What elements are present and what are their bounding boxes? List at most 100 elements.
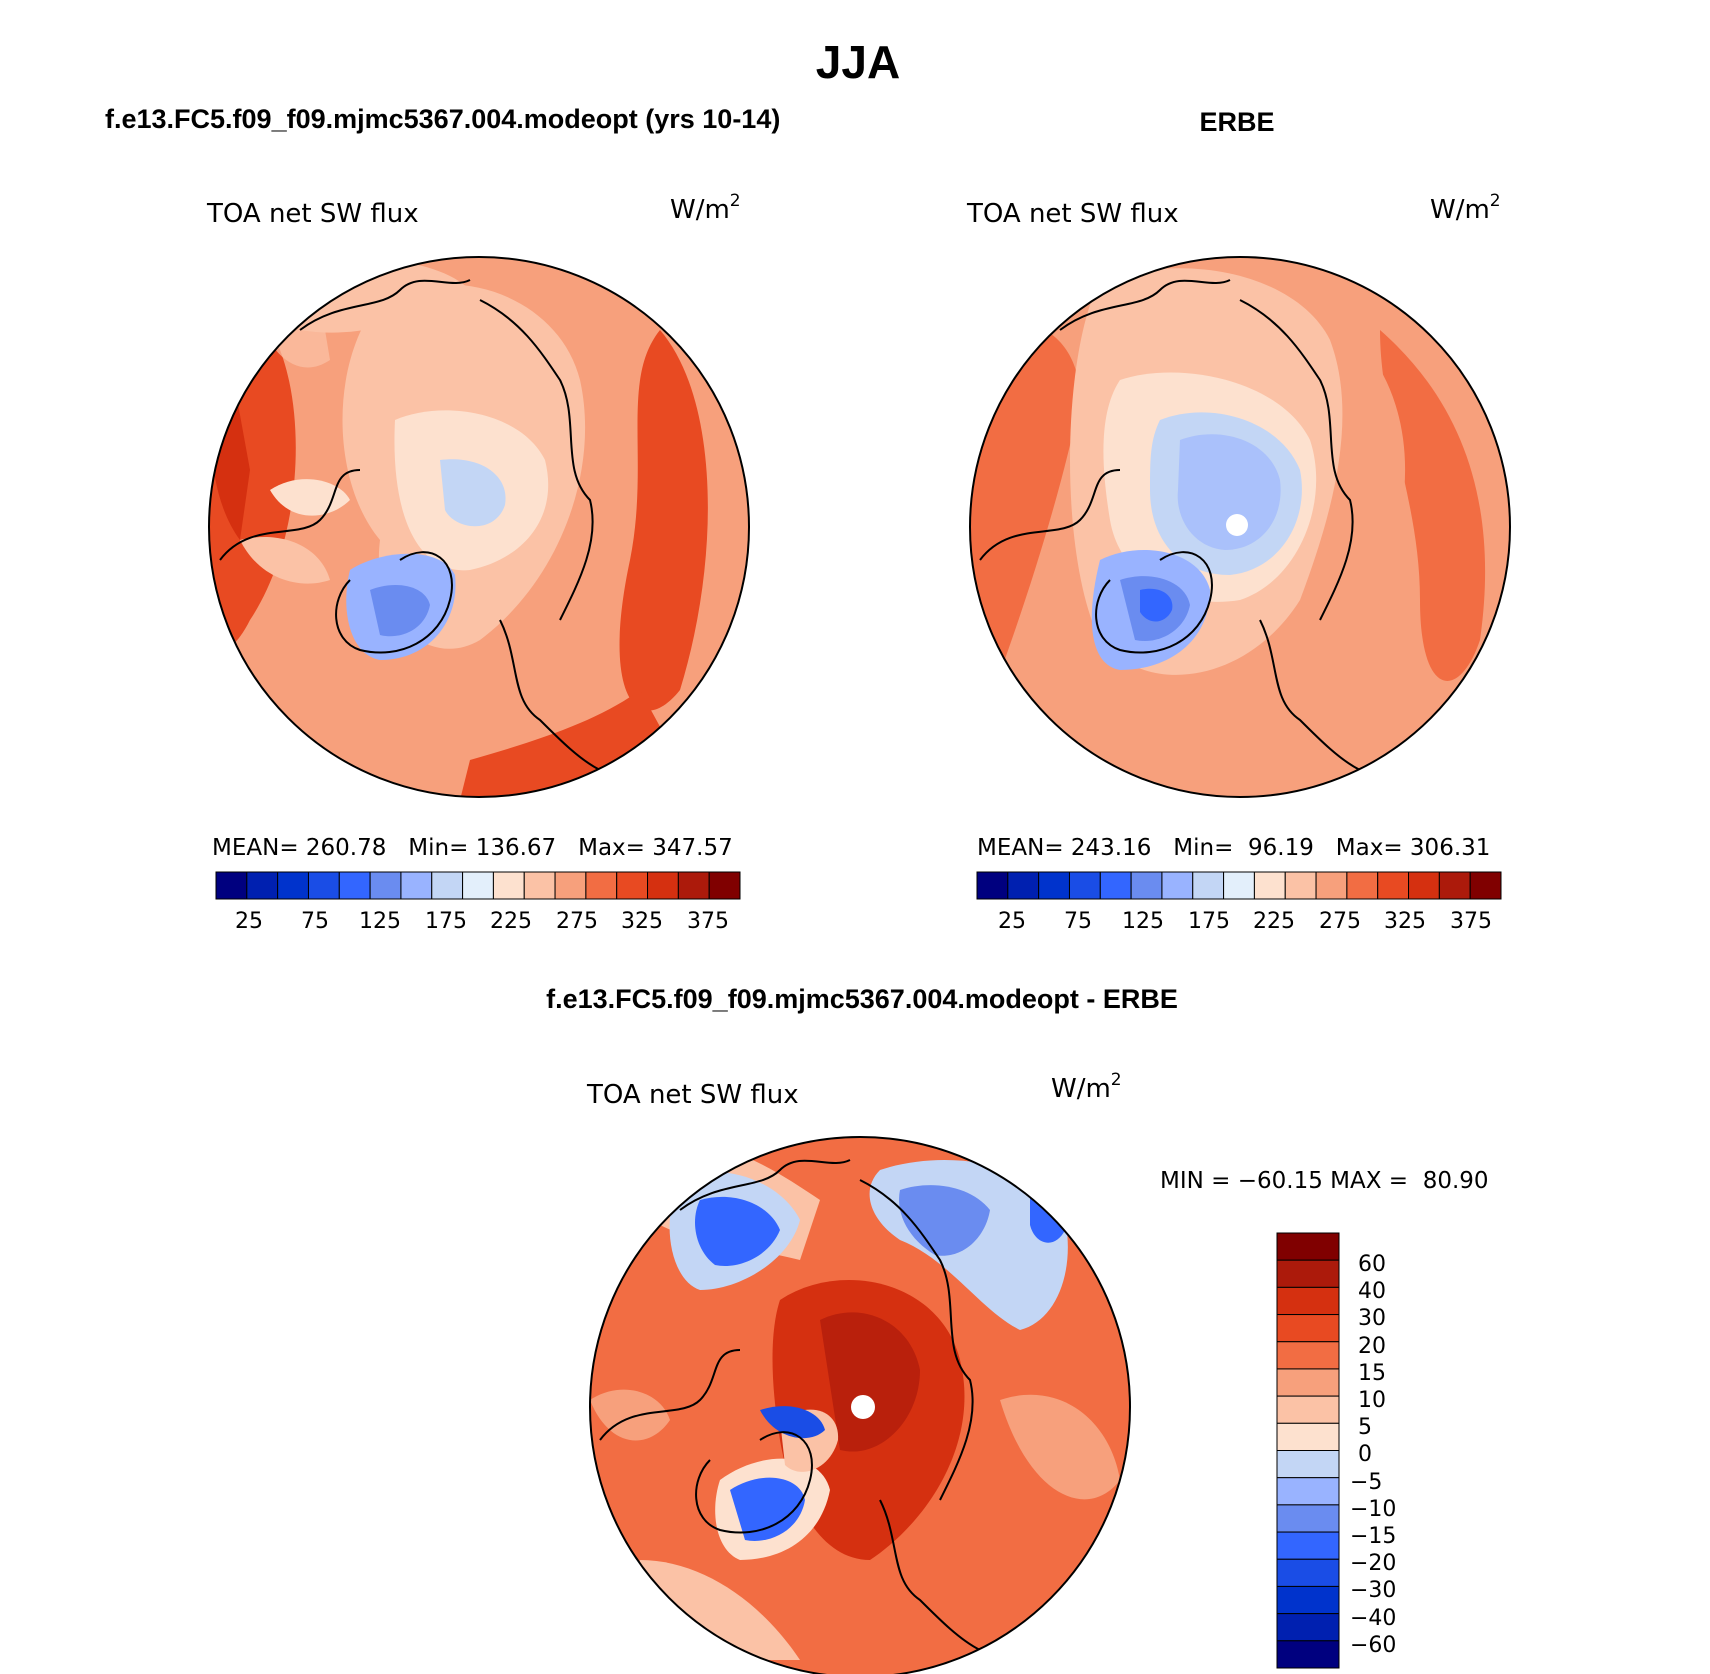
colorbar-swatch [1276,1531,1340,1560]
colorbar-swatch [708,871,741,900]
panel-erbe-units: W/m2 [1430,191,1501,225]
colorbar-tick-label: −15 [1350,1524,1396,1549]
colorbar-swatch [1253,871,1286,900]
colorbar-swatch [976,871,1009,900]
colorbar-swatch [1276,1640,1340,1669]
colorbar-tick-label: 25 [998,909,1026,934]
colorbar-swatch [1315,871,1348,900]
colorbar-swatch [585,871,618,900]
colorbar-swatch [1276,1232,1340,1261]
panel-model-map-border [208,256,750,798]
colorbar-swatch [1099,871,1132,900]
colorbar-swatch [1276,1286,1340,1316]
panel-erbe-colorbar-ticks: 25 75 125 175 225 275 325 375 [998,909,1492,934]
colorbar-tick-label: 60 [1358,1252,1386,1277]
figure-title: JJA [816,36,900,88]
panel-model: f.e13.FC5.f09_f09.mjmc5367.004.modeopt (… [105,104,780,934]
colorbar-swatch [246,871,279,900]
panel-model-variable-title: TOA net SW flux [206,199,419,229]
colorbar-swatch [616,871,649,900]
colorbar-tick-label: 125 [359,909,401,934]
map-field-band [1380,330,1486,681]
map-pole-hole [851,1395,875,1419]
colorbar-swatch [1276,1314,1340,1343]
colorbar-swatch [1161,871,1194,900]
colorbar-swatch [1276,1368,1340,1397]
map-field-band [370,585,430,637]
panel-difference-colorbar [1276,1232,1340,1669]
colorbar-tick-label: −20 [1350,1551,1396,1576]
map-field-band [1030,1190,1066,1243]
colorbar-swatch [277,871,309,900]
coastline [599,1159,981,1651]
colorbar-swatch [1276,1504,1340,1533]
colorbar-swatch [1276,1558,1340,1587]
panel-model-units: W/m2 [670,191,741,225]
colorbar-tick-label: 275 [556,909,598,934]
colorbar-tick-label: −5 [1350,1470,1382,1495]
panel-erbe-map-border [969,256,1511,798]
colorbar-tick-label: 325 [1384,909,1426,934]
colorbar-swatch [307,871,340,900]
map-field-band [695,1196,780,1266]
colorbar-tick-label: 20 [1358,1334,1386,1359]
colorbar-tick-label: 0 [1358,1442,1372,1467]
panel-difference-colorbar-ticks: 60 40 30 20 15 10 5 0 −5 −10 −15 −20 −30… [1350,1252,1396,1658]
colorbar-swatch [431,871,464,900]
colorbar-swatch [523,871,556,900]
colorbar-tick-label: 125 [1122,909,1164,934]
colorbar-swatch [338,871,371,900]
colorbar-tick-label: −40 [1350,1606,1396,1631]
colorbar-swatch [1276,1259,1340,1288]
colorbar-tick-label: −30 [1350,1578,1396,1603]
map-field-band [240,536,330,584]
map-field-band [1177,434,1281,550]
colorbar-swatch [1276,1341,1340,1370]
map-field-band [730,1477,805,1541]
colorbar-swatch [369,871,402,900]
panel-erbe-header: ERBE [1199,107,1274,137]
panel-erbe-stats: MEAN= 243.16 Min= 96.19 Max= 306.31 [977,835,1490,861]
colorbar-tick-label: 225 [490,909,532,934]
colorbar-swatch [462,871,494,900]
coastline [979,279,1361,771]
map-field-band [440,459,506,527]
colorbar-tick-label: −60 [1350,1633,1396,1658]
map-field-band [1000,1394,1120,1500]
colorbar-tick-label: 25 [235,909,263,934]
colorbar-swatch [1276,1613,1340,1642]
colorbar-tick-label: 325 [621,909,663,934]
colorbar-swatch [1276,1585,1340,1615]
colorbar-tick-label: −10 [1350,1497,1396,1522]
panel-difference-map-border [589,1136,1131,1674]
colorbar-swatch [677,871,710,900]
panel-model-colorbar-ticks: 25 75 125 175 225 275 325 375 [235,909,729,934]
panel-difference-units: W/m2 [1051,1070,1122,1104]
map-field-band [619,330,708,711]
map-field-band [820,1312,920,1452]
colorbar-swatch [1438,871,1471,900]
colorbar-swatch [492,871,525,900]
panel-model-stats: MEAN= 260.78 Min= 136.67 Max= 347.57 [212,835,733,861]
colorbar-swatch [1469,871,1502,900]
colorbar-swatch [647,871,679,900]
map-field-band [1280,300,1406,760]
colorbar-tick-label: 10 [1358,1388,1386,1413]
colorbar-swatch [1007,871,1040,900]
colorbar-swatch [1346,871,1379,900]
colorbar-swatch [1276,1395,1340,1424]
colorbar-swatch [1192,871,1225,900]
colorbar-swatch [1276,1422,1340,1451]
map-field-band [590,1389,670,1441]
colorbar-tick-label: 30 [1358,1306,1386,1331]
colorbar-tick-label: 75 [1064,909,1092,934]
colorbar-swatch [1223,871,1255,900]
panel-difference-map [590,1137,1130,1674]
colorbar-swatch [554,871,587,900]
panel-difference: f.e13.FC5.f09_f09.mjmc5367.004.modeopt -… [546,984,1489,1674]
colorbar-swatch [1038,871,1070,900]
colorbar-tick-label: 75 [301,909,329,934]
panel-model-colorbar [215,871,741,900]
panel-model-map [209,257,749,797]
